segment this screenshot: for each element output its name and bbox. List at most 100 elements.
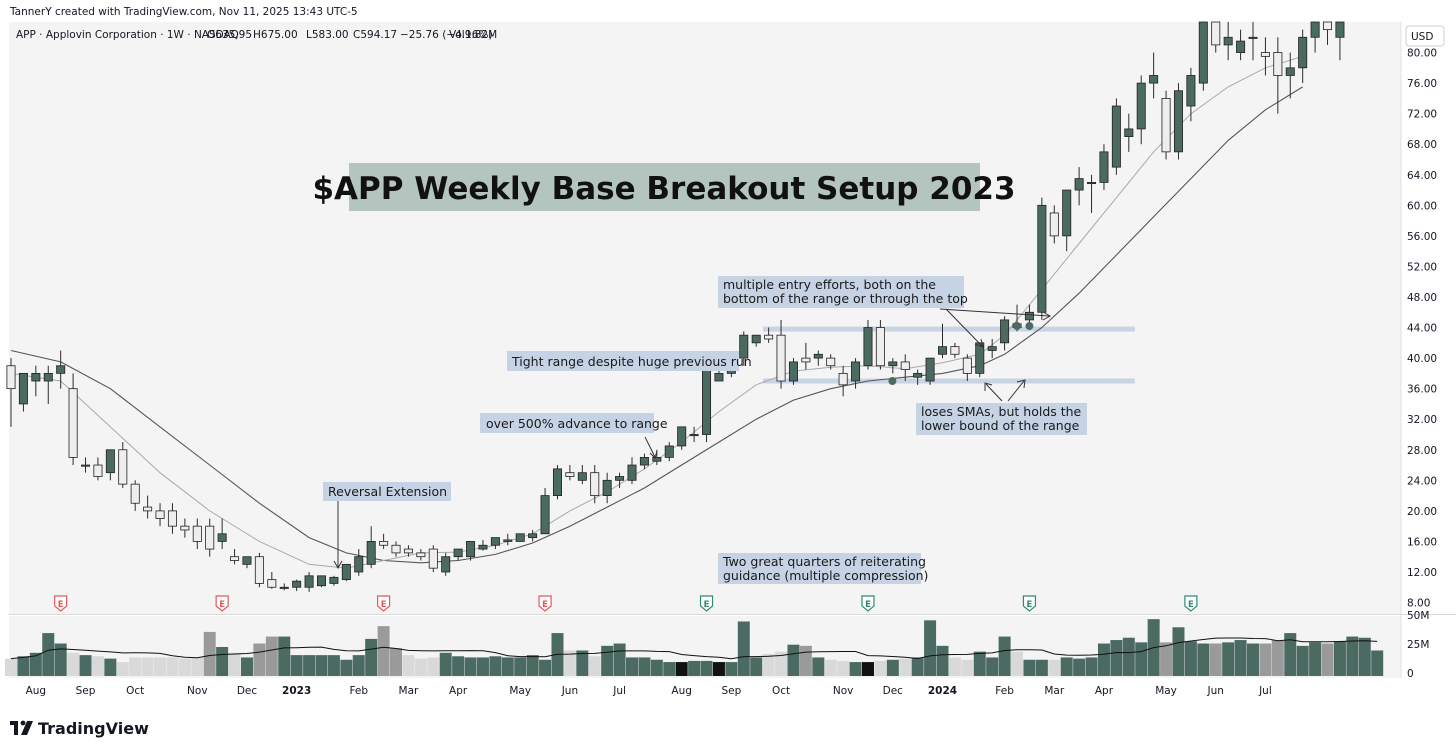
- candle-body: [664, 445, 674, 458]
- candle-body: [615, 476, 625, 481]
- candle-body: [925, 357, 935, 382]
- earnings-label: E: [1027, 600, 1033, 610]
- candle: [304, 571, 314, 592]
- candle-body: [6, 365, 16, 390]
- moving-averages[interactable]: [10, 55, 1303, 569]
- candle: [1087, 174, 1097, 213]
- candle: [552, 465, 562, 500]
- volume-bar: [961, 659, 974, 676]
- candle: [1074, 167, 1084, 206]
- volume-bar: [1023, 659, 1036, 676]
- time-tick: Jul: [1258, 685, 1272, 697]
- time-tick: Sep: [721, 685, 741, 697]
- candle: [478, 539, 488, 551]
- volume-bars[interactable]: [5, 619, 1384, 676]
- volume-bar: [253, 643, 266, 676]
- price-tick: 44.00: [1407, 323, 1437, 335]
- candle: [205, 518, 215, 557]
- volume-bar: [924, 620, 937, 676]
- candle: [403, 545, 413, 557]
- symbol-line: APP · Applovin Corporation · 1W · NASDAQ: [16, 29, 239, 41]
- volume-bar: [812, 657, 825, 676]
- candle: [1198, 21, 1208, 91]
- candle-body: [801, 357, 811, 363]
- volume-bar: [1371, 650, 1384, 676]
- volume-bar: [501, 657, 514, 676]
- candle: [888, 358, 898, 374]
- candle: [515, 533, 525, 542]
- earnings-label: E: [865, 600, 871, 610]
- candle: [838, 365, 848, 397]
- volume-bar: [216, 647, 229, 676]
- candle-body: [329, 576, 339, 584]
- candle: [950, 342, 960, 359]
- symbol-legend[interactable]: APP · Applovin Corporation · 1W · NASDAQ…: [16, 29, 497, 41]
- volume-bar: [886, 659, 899, 676]
- candle: [167, 503, 177, 534]
- price-axis[interactable]: 80.00 76.00 72.00 68.00 64.00 60.00 56.00 52.00…: [1407, 48, 1437, 680]
- svg-text:multiple entry efforts, both o: multiple entry efforts, both on the: [723, 277, 936, 292]
- volume-bar: [737, 621, 750, 676]
- volume-bar: [1222, 642, 1235, 676]
- candle-body: [1024, 311, 1034, 321]
- candle-body: [813, 353, 823, 359]
- candle-body: [590, 472, 600, 496]
- candle: [31, 365, 41, 397]
- candle-body: [1000, 319, 1010, 344]
- volume-bar: [1234, 640, 1247, 676]
- time-axis[interactable]: Aug Sep Oct Nov Dec 2023 Feb Mar Apr May Jun Jul Aug…: [26, 685, 1272, 697]
- price-pane[interactable]: [9, 22, 1401, 614]
- candle: [1000, 316, 1010, 351]
- candle: [677, 426, 687, 450]
- candle-body: [217, 533, 227, 542]
- candle: [615, 472, 625, 488]
- annotation-advance: over 500% advance to range: [480, 413, 668, 459]
- price-tick: 12.00: [1407, 567, 1437, 579]
- candle-body: [528, 533, 538, 539]
- price-axis-bg[interactable]: [1401, 22, 1456, 678]
- earnings-label: E: [58, 600, 64, 610]
- candle-body: [1248, 36, 1258, 39]
- ohlc-low: L583.00: [306, 29, 349, 41]
- time-tick: Feb: [995, 685, 1014, 697]
- ohlc-high: H675.00: [253, 29, 298, 41]
- candle-body: [552, 468, 562, 496]
- volume-bar: [750, 657, 763, 676]
- candle: [155, 503, 165, 527]
- candle: [739, 331, 749, 366]
- candle: [1111, 98, 1121, 175]
- candle: [1248, 22, 1258, 61]
- currency-badge[interactable]: USD: [1405, 25, 1445, 47]
- candle-body: [180, 525, 190, 531]
- price-tick: 80.00: [1407, 48, 1437, 60]
- candle: [1211, 21, 1221, 53]
- volume-bar: [1284, 633, 1297, 676]
- candle-body: [1273, 52, 1283, 76]
- candle: [379, 533, 389, 550]
- price-tick: 28.00: [1407, 445, 1437, 457]
- candle: [540, 487, 550, 535]
- volume-bar: [67, 652, 80, 676]
- volume-bar: [539, 659, 552, 676]
- price-tick: 52.00: [1407, 261, 1437, 273]
- candle: [1062, 189, 1072, 252]
- range-lines[interactable]: [763, 326, 1135, 384]
- candle: [329, 575, 339, 586]
- candle: [1124, 113, 1134, 152]
- volume-bar: [365, 638, 378, 676]
- tradingview-logo[interactable]: TradingView: [10, 719, 149, 738]
- price-tick: 40.00: [1407, 353, 1437, 365]
- volume-bar: [91, 656, 104, 676]
- time-tick: Jul: [612, 685, 626, 697]
- volume-bar: [1172, 627, 1185, 676]
- candle-body: [639, 457, 649, 466]
- candle-body: [1173, 90, 1183, 153]
- candle-body: [192, 525, 202, 542]
- volume-bar: [874, 660, 887, 676]
- candles[interactable]: [6, 21, 1345, 592]
- time-tick: Mar: [1044, 685, 1064, 697]
- volume-bar: [265, 636, 278, 676]
- time-tick: Sep: [76, 685, 96, 697]
